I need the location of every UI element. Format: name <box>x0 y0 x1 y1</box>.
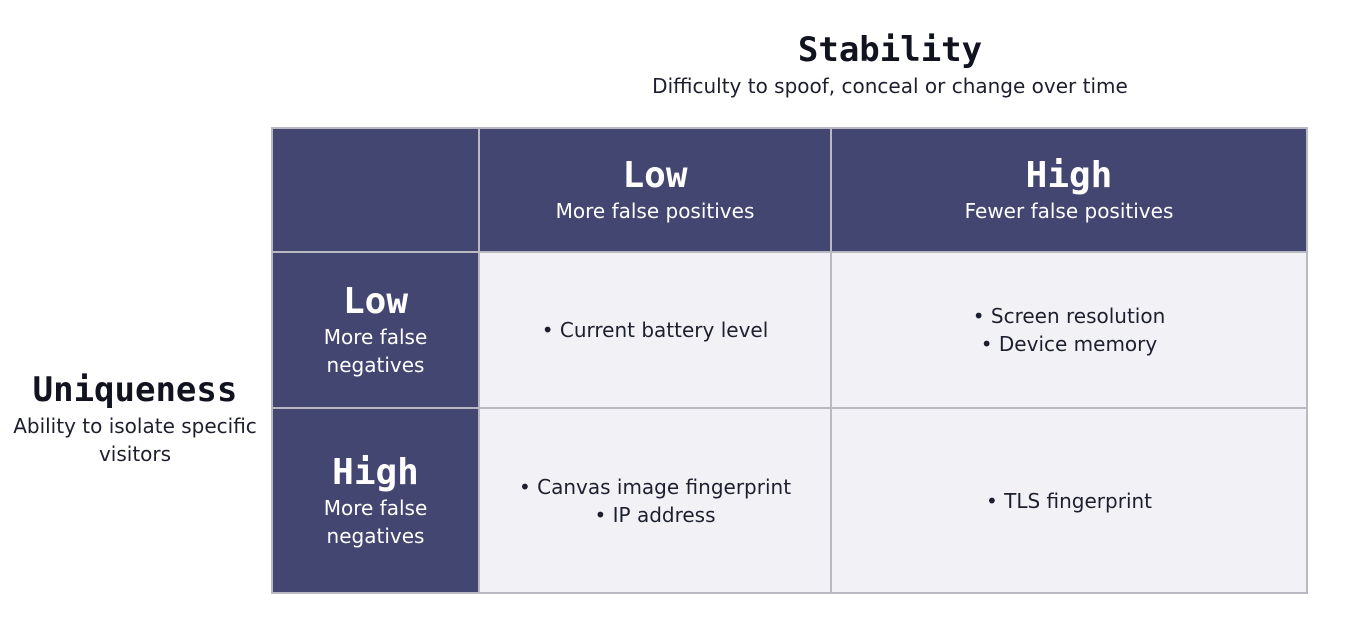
matrix-corner-cell <box>273 129 478 251</box>
column-level-label: High <box>1025 155 1113 196</box>
uniqueness-title: Uniqueness <box>32 370 238 410</box>
signal-item: • Screen resolution <box>972 304 1166 328</box>
stability-uniqueness-matrix: Low More false positives High Fewer fals… <box>271 127 1308 594</box>
signal-list: • Current battery level <box>542 316 769 344</box>
signal-list: • TLS fingerprint <box>986 487 1152 515</box>
signal-item: • TLS fingerprint <box>985 488 1153 513</box>
stability-title: Stability <box>797 30 983 70</box>
column-description: More false positives <box>555 199 755 223</box>
column-description: Fewer false positives <box>964 199 1174 223</box>
signal-item: • Device memory <box>980 332 1158 356</box>
matrix-cell-low-low: • Current battery level <box>480 253 830 407</box>
row-level-label: High <box>332 451 419 493</box>
row-description: More false negatives <box>323 495 428 548</box>
signal-list: • Canvas image fingerprint • IP address <box>519 473 791 529</box>
row-header-high: High More false negatives <box>273 409 478 592</box>
signal-item: • Current battery level <box>541 318 769 342</box>
stability-subtitle: Difficulty to spoof, conceal or change o… <box>652 74 1128 98</box>
matrix-cell-high-high: • TLS fingerprint <box>832 409 1306 592</box>
uniqueness-axis-heading: Uniqueness Ability to isolate specific v… <box>10 368 260 468</box>
column-header-low: Low More false positives <box>480 129 830 251</box>
stability-axis-heading: Stability Difficulty to spoof, conceal o… <box>600 28 1180 100</box>
matrix-cell-low-high: • Screen resolution • Device memory <box>832 253 1306 407</box>
signal-item: • IP address <box>594 502 716 527</box>
signal-list: • Screen resolution • Device memory <box>973 302 1166 358</box>
column-level-label: Low <box>622 155 688 196</box>
signal-item: • Canvas image fingerprint <box>518 474 792 499</box>
row-level-label: Low <box>342 281 409 322</box>
column-header-high: High Fewer false positives <box>832 129 1306 251</box>
row-header-low: Low More false negatives <box>273 253 478 407</box>
row-description: More false negatives <box>323 325 428 377</box>
uniqueness-subtitle: Ability to isolate specific visitors <box>13 414 257 466</box>
matrix-cell-high-low: • Canvas image fingerprint • IP address <box>480 409 830 592</box>
